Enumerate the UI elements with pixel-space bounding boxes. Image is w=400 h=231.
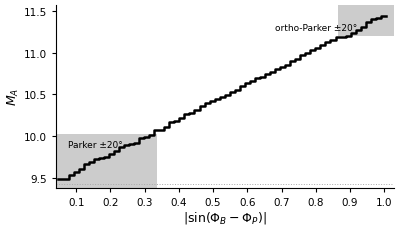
Bar bbox=[338, 6, 394, 37]
Y-axis label: $M_A$: $M_A$ bbox=[6, 88, 21, 106]
X-axis label: $|\sin(\Phi_B - \Phi_P)|$: $|\sin(\Phi_B - \Phi_P)|$ bbox=[183, 210, 267, 225]
Bar bbox=[56, 134, 157, 188]
Text: ortho-Parker ±20°: ortho-Parker ±20° bbox=[275, 23, 357, 32]
Text: Parker ±20°: Parker ±20° bbox=[68, 140, 122, 149]
